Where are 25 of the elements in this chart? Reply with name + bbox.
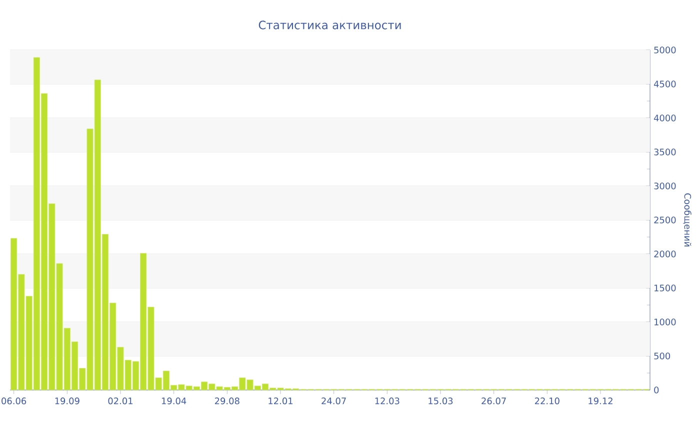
y-tick-label: 4500	[654, 80, 676, 88]
x-tick-label: 19.12	[588, 398, 612, 404]
x-tick-label: 26.07	[482, 398, 506, 404]
y-tick-label: 2500	[654, 216, 676, 224]
x-tick-label: 15.03	[428, 398, 453, 404]
y-tick-label: 5000	[654, 46, 676, 54]
x-tick-label: 02.01	[108, 398, 132, 404]
y-tick-label: 2000	[654, 250, 676, 258]
y-tick-label: 3500	[654, 148, 676, 156]
x-tick-label: 12.01	[268, 398, 292, 404]
x-tick-label: 06.06	[2, 398, 26, 404]
y-tick-label: 1000	[654, 318, 676, 326]
y-tick-label: 1500	[654, 284, 676, 292]
chart-title: Статистика активности	[258, 20, 401, 30]
x-tick-label: 22.10	[534, 398, 560, 404]
x-tick-label: 29.08	[214, 398, 240, 404]
y-tick-label: 3000	[654, 182, 676, 190]
y-tick-label: 0	[654, 386, 659, 394]
x-tick-label: 24.07	[322, 398, 346, 404]
y-tick-label: 4000	[654, 114, 676, 122]
x-tick-label: 12.03	[375, 398, 400, 404]
x-tick-label: 19.09	[55, 398, 80, 404]
x-tick-label: 19.04	[162, 398, 186, 404]
y-axis-title: Сообщений	[683, 193, 692, 246]
y-tick-label: 500	[654, 352, 670, 360]
